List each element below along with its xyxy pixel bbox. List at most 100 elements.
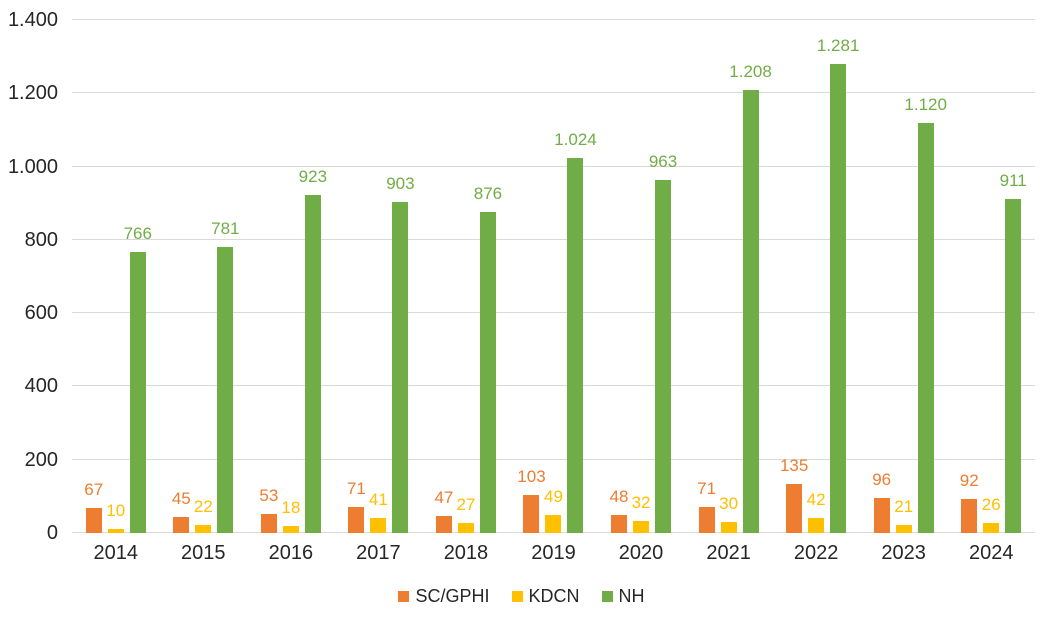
bar-value-label-kdcn-2014: 10	[106, 501, 126, 520]
bar-value-label-kdcn-2023: 21	[894, 497, 914, 516]
bar-value-label-nh-2016: 923	[298, 167, 328, 186]
plot-area: 67 10 766 45 22 781 53 18 923 71 41 903 47 27 876 103 49…	[72, 19, 1035, 533]
bar-sc-gphi-2019: 103	[517, 468, 546, 533]
bar-value-label-sc-gphi-2014: 67	[84, 480, 104, 499]
bar-value-label-kdcn-2024: 26	[981, 495, 1001, 514]
bar-group-2019: 103 49 1.024	[510, 20, 598, 533]
bar-sc-gphi-2015: 45	[172, 490, 191, 533]
bar-kdcn-2023: 21	[894, 498, 913, 533]
bar-value-label-nh-2017: 903	[386, 174, 415, 193]
y-axis-tick-label: 1.000	[7, 155, 58, 178]
bar-value-label-kdcn-2016: 18	[281, 498, 301, 517]
bar-kdcn-2016: 18	[281, 499, 300, 533]
bar-group-2024: 92 26 911	[947, 20, 1035, 533]
bar-value-label-nh-2021: 1.208	[729, 62, 772, 81]
y-axis-tick-label: 600	[24, 302, 58, 325]
bar-nh-2021: 1.208	[729, 63, 772, 533]
bar-value-label-sc-gphi-2023: 96	[872, 470, 892, 489]
bar-nh-2020: 963	[649, 153, 677, 533]
x-axis-label-2022: 2022	[793, 542, 839, 564]
y-axis-tick-label: 400	[24, 375, 58, 398]
legend-label: KDCN	[528, 586, 580, 606]
gridline-1000	[72, 165, 1035, 167]
y-axis-tick-label: 200	[24, 448, 58, 471]
bar-sc-gphi-2016: 53	[259, 487, 278, 533]
bar-value-label-kdcn-2020: 32	[631, 493, 651, 512]
legend-item-kdcn: KDCN	[511, 586, 580, 606]
y-axis-tick-label: 800	[24, 228, 58, 251]
bar-value-label-sc-gphi-2015: 45	[171, 489, 191, 508]
bar-group-2014: 67 10 766	[72, 20, 160, 533]
bar-value-label-kdcn-2018: 27	[456, 495, 476, 514]
x-axis-label-2024: 2024	[968, 542, 1014, 564]
bar-value-label-nh-2023: 1.120	[904, 95, 947, 114]
bar-value-label-sc-gphi-2016: 53	[259, 486, 279, 505]
legend-swatch-icon	[511, 590, 523, 602]
bar-sc-gphi-2023: 96	[872, 471, 891, 533]
bar-value-label-sc-gphi-2022: 135	[779, 456, 809, 475]
bar-group-2020: 48 32 963	[597, 20, 685, 533]
bar-value-label-nh-2020: 963	[648, 152, 678, 171]
bar-kdcn-2024: 26	[982, 496, 1001, 533]
bar-value-label-nh-2018: 876	[473, 184, 503, 203]
gridline-400	[72, 385, 1035, 387]
legend-item-sc-gphi: SC/GPHI	[398, 586, 490, 606]
bar-sc-gphi-2018: 47	[434, 489, 453, 533]
bar-value-label-nh-2024: 911	[999, 171, 1027, 190]
bar-group-2017: 71 41 903	[335, 20, 423, 533]
bar-sc-gphi-2017: 71	[347, 480, 366, 533]
bar-value-label-sc-gphi-2017: 71	[346, 479, 366, 498]
bar-value-label-sc-gphi-2019: 103	[517, 467, 546, 486]
bar-kdcn-2021: 30	[719, 495, 738, 533]
bar-value-label-kdcn-2019: 49	[544, 487, 563, 506]
bar-value-label-nh-2019: 1.024	[554, 130, 597, 149]
legend-swatch-icon	[398, 590, 410, 602]
bar-kdcn-2020: 32	[632, 494, 650, 533]
bar-sc-gphi-2014: 67	[84, 481, 103, 533]
gridline-200	[72, 458, 1035, 460]
bar-nh-2015: 781	[211, 220, 239, 533]
legend-item-nh: NH	[601, 586, 645, 606]
x-axis-label-2016: 2016	[268, 542, 314, 564]
chart-legend: SC/GPHI KDCN NH	[0, 586, 1043, 606]
bar-nh-2018: 876	[474, 185, 502, 533]
bar-value-label-kdcn-2022: 42	[806, 490, 826, 509]
x-axis-label-2023: 2023	[881, 542, 926, 564]
bar-kdcn-2022: 42	[807, 491, 826, 533]
y-axis-tick-label: 1.400	[7, 9, 58, 31]
bar-value-label-nh-2014: 766	[123, 224, 152, 243]
bar-nh-2022: 1.281	[817, 37, 859, 533]
bar-value-label-kdcn-2015: 22	[193, 497, 213, 516]
bar-group-2022: 135 42 1.281	[772, 20, 860, 533]
gridline-1400	[72, 19, 1035, 20]
x-axis-label-2015: 2015	[181, 542, 226, 564]
bar-value-label-kdcn-2021: 30	[719, 494, 739, 513]
legend-label: SC/GPHI	[415, 586, 490, 606]
bar-group-2018: 47 27 876	[422, 20, 510, 533]
bar-value-label-sc-gphi-2020: 48	[609, 487, 629, 506]
bar-sc-gphi-2024: 92	[960, 472, 979, 533]
bar-sc-gphi-2022: 135	[780, 457, 808, 533]
bar-group-2023: 96 21 1.120	[860, 20, 948, 533]
bar-group-2016: 53 18 923	[247, 20, 335, 533]
x-axis-label-2019: 2019	[531, 542, 576, 564]
x-axis-label-2017: 2017	[356, 542, 401, 564]
y-axis-tick-label: 1.200	[7, 82, 58, 105]
legend-label: NH	[618, 586, 645, 606]
bar-nh-2014: 766	[124, 225, 152, 533]
gridline-800	[72, 238, 1035, 240]
bar-value-label-nh-2022: 1.281	[816, 36, 860, 55]
bar-nh-2024: 911	[1000, 172, 1027, 533]
bar-nh-2016: 923	[299, 168, 327, 533]
bar-nh-2017: 903	[386, 175, 415, 533]
bar-kdcn-2019: 49	[544, 488, 563, 533]
legend-swatch-icon	[601, 590, 613, 602]
gridline-1200	[72, 92, 1035, 94]
bar-value-label-sc-gphi-2021: 71	[697, 479, 717, 498]
y-axis-tick-label: 0	[46, 522, 58, 544]
bar-kdcn-2015: 22	[194, 498, 213, 533]
bar-sc-gphi-2020: 48	[610, 488, 628, 533]
bar-sc-gphi-2021: 71	[697, 480, 716, 533]
bar-nh-2019: 1.024	[554, 131, 597, 533]
